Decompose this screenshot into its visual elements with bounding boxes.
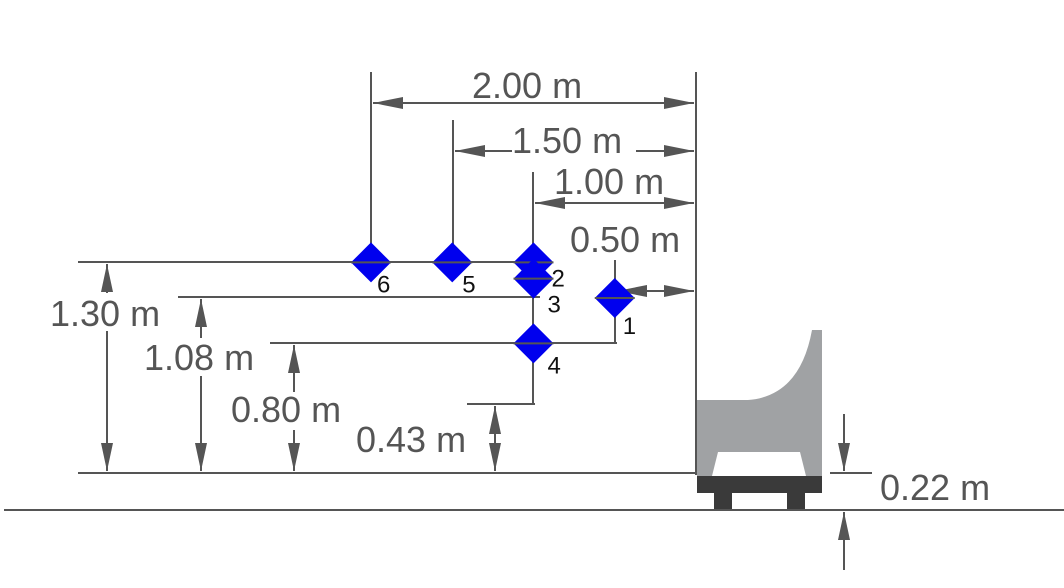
arrow-up-icon bbox=[101, 264, 113, 292]
seat-icon bbox=[697, 330, 822, 509]
dimension-label-0-22: 0.22 m bbox=[880, 467, 990, 508]
dimension-label-1-00: 1.00 m bbox=[554, 161, 664, 202]
arrow-left-icon bbox=[373, 97, 403, 109]
dimension-1-50: 1.50 m bbox=[452, 120, 694, 262]
arrow-right-icon bbox=[664, 145, 694, 157]
dimension-label-1-30: 1.30 m bbox=[50, 293, 160, 334]
arrow-up-icon bbox=[838, 512, 850, 540]
dimension-1-00: 1.00 m bbox=[532, 161, 694, 404]
point-label: 2 bbox=[552, 265, 565, 292]
arrow-down-icon bbox=[195, 443, 207, 471]
seat-wheel-right bbox=[787, 493, 805, 509]
dimension-1-20 bbox=[195, 299, 207, 471]
seat-base bbox=[697, 476, 822, 493]
label-backdrop bbox=[50, 293, 178, 331]
arrow-down-icon bbox=[101, 443, 113, 471]
dimension-label-1-08: 1.08 m bbox=[144, 337, 254, 378]
label-backdrop bbox=[512, 122, 636, 158]
label-backdrop bbox=[356, 422, 484, 458]
dimension-1-08: 1.08 m bbox=[144, 337, 300, 471]
arrow-right-icon bbox=[664, 285, 694, 297]
dimension-2-00: 2.00 m bbox=[370, 65, 694, 262]
point-label: 5 bbox=[462, 271, 475, 298]
arrow-up-icon bbox=[288, 345, 300, 373]
arrow-left-icon bbox=[535, 197, 565, 209]
arrow-down-icon bbox=[838, 443, 850, 471]
dimension-label-2-00: 2.00 m bbox=[472, 65, 582, 106]
label-backdrop bbox=[231, 392, 359, 430]
point-label: 3 bbox=[548, 292, 561, 319]
dimension-1-30: 1.30 m bbox=[50, 264, 178, 471]
arrow-right-icon bbox=[664, 97, 694, 109]
dimension-0-22: 0.22 m bbox=[830, 414, 990, 570]
dimension-label-1-50: 1.50 m bbox=[512, 120, 622, 161]
arrow-left-icon bbox=[455, 145, 485, 157]
seat-body bbox=[697, 330, 822, 476]
arrow-right-icon bbox=[664, 197, 694, 209]
arrow-up-icon bbox=[195, 299, 207, 327]
point-label: 1 bbox=[623, 313, 636, 340]
dimension-0-80: 0.80 m bbox=[231, 389, 359, 440]
dimension-label-0-50: 0.50 m bbox=[570, 219, 680, 260]
dimension-label-0-80: 0.80 m bbox=[231, 389, 341, 430]
arrow-down-icon bbox=[288, 443, 300, 471]
arrow-down-icon bbox=[489, 443, 501, 471]
arrow-up-icon bbox=[489, 406, 501, 434]
point-label: 4 bbox=[548, 352, 561, 379]
seat-wheel-left bbox=[714, 493, 732, 509]
dimension-0-43: 0.43 m bbox=[356, 406, 501, 471]
label-backdrop bbox=[144, 338, 270, 376]
dimension-label-0-43: 0.43 m bbox=[356, 419, 466, 460]
dimension-0-50: 0.50 m bbox=[570, 219, 694, 342]
point-label: 6 bbox=[377, 271, 390, 298]
arrow-left-icon bbox=[617, 285, 647, 297]
